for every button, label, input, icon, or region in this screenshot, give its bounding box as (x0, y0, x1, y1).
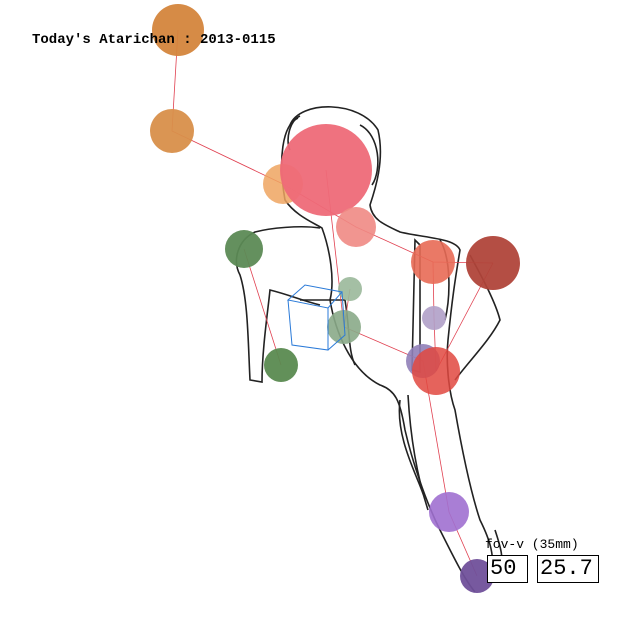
joint (280, 124, 372, 216)
joint (429, 492, 469, 532)
joint (152, 4, 204, 56)
joint (264, 348, 298, 382)
cube (286, 284, 346, 351)
joints (150, 4, 520, 593)
joint (336, 207, 376, 247)
joint (422, 306, 446, 330)
fov-label: fov-v (35mm) (485, 537, 579, 552)
joint (225, 230, 263, 268)
fov-value[interactable]: 25.7 (537, 555, 599, 583)
joint (150, 109, 194, 153)
fov-input[interactable]: 50 (487, 555, 528, 583)
title: Today's Atarichan : 2013-0115 (32, 32, 276, 48)
joint (460, 559, 494, 593)
joint (466, 236, 520, 290)
joint (338, 277, 362, 301)
joint (412, 347, 460, 395)
joint (411, 240, 455, 284)
